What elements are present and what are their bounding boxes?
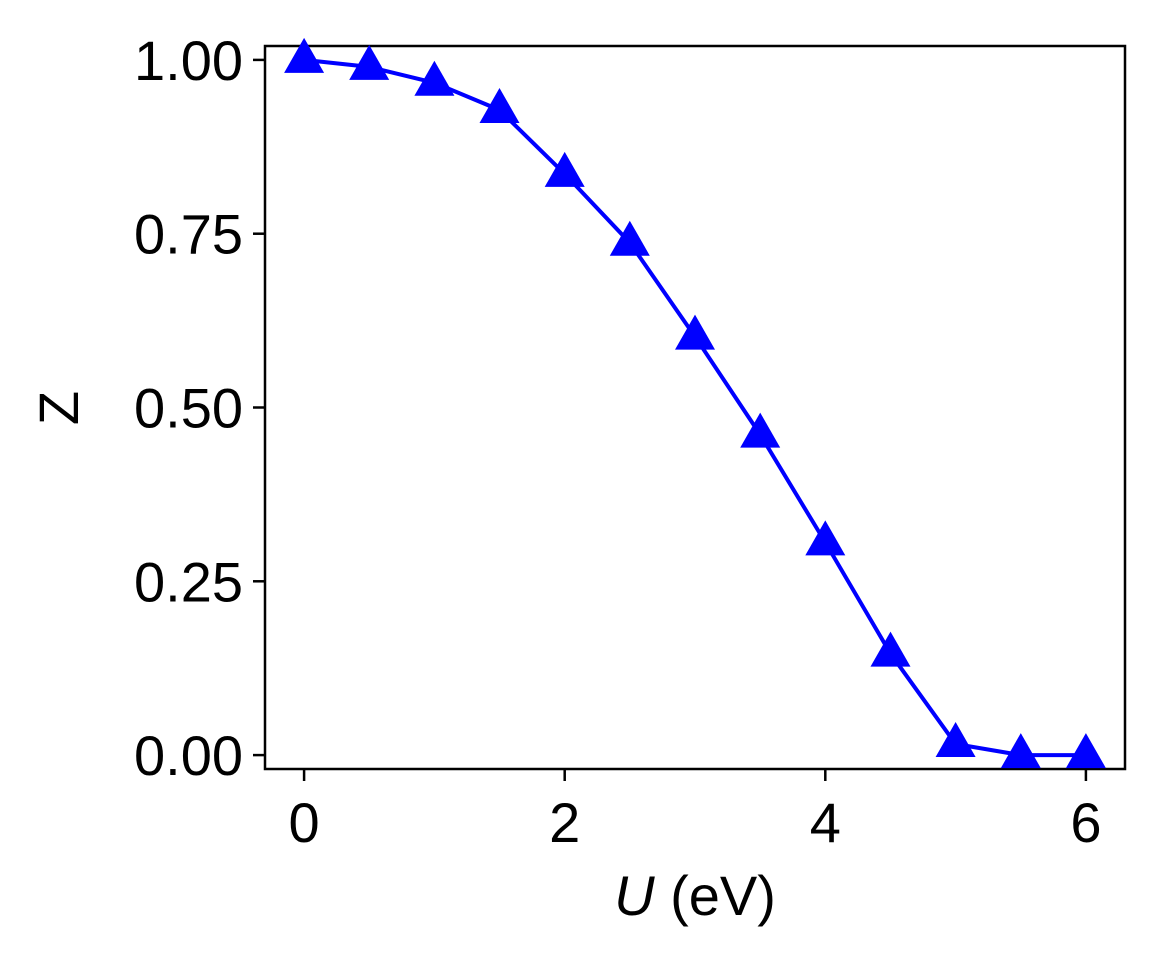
data-point-triangle <box>935 722 976 757</box>
x-axis-label-var: U <box>614 864 655 927</box>
data-point-triangle <box>284 37 325 73</box>
data-point-triangle <box>1000 733 1041 769</box>
data-point-triangle <box>1065 733 1106 769</box>
y-axis-ticks: 0.00 0.25 0.50 0.75 1.00 <box>134 29 265 787</box>
x-axis-label-unit: (eV) <box>655 864 776 927</box>
y-axis-label: Z <box>27 391 90 425</box>
y-tick-label: 0.00 <box>134 724 243 787</box>
x-axis-ticks: 0 2 4 6 <box>289 769 1101 854</box>
data-point-triangle <box>544 151 585 187</box>
data-point-triangle <box>349 44 390 80</box>
x-tick-label: 6 <box>1070 791 1101 854</box>
y-tick-label: 0.75 <box>134 203 243 266</box>
data-point-triangle <box>740 412 781 448</box>
data-point-triangle <box>870 631 911 667</box>
data-point-triangle <box>609 220 650 256</box>
x-tick-label: 0 <box>289 791 320 854</box>
y-tick-label: 0.25 <box>134 550 243 613</box>
x-tick-label: 4 <box>810 791 841 854</box>
x-axis-label: U (eV) <box>614 864 776 927</box>
series-layer <box>284 37 1106 769</box>
data-point-triangle <box>675 314 715 350</box>
data-point-triangle <box>414 60 455 96</box>
data-point-triangle <box>805 520 846 556</box>
x-tick-label: 2 <box>549 791 580 854</box>
data-point-triangle <box>479 88 520 123</box>
y-tick-label: 1.00 <box>134 29 243 92</box>
y-tick-label: 0.50 <box>134 377 243 440</box>
plot-frame <box>263 44 1127 771</box>
series-line <box>303 57 1086 758</box>
